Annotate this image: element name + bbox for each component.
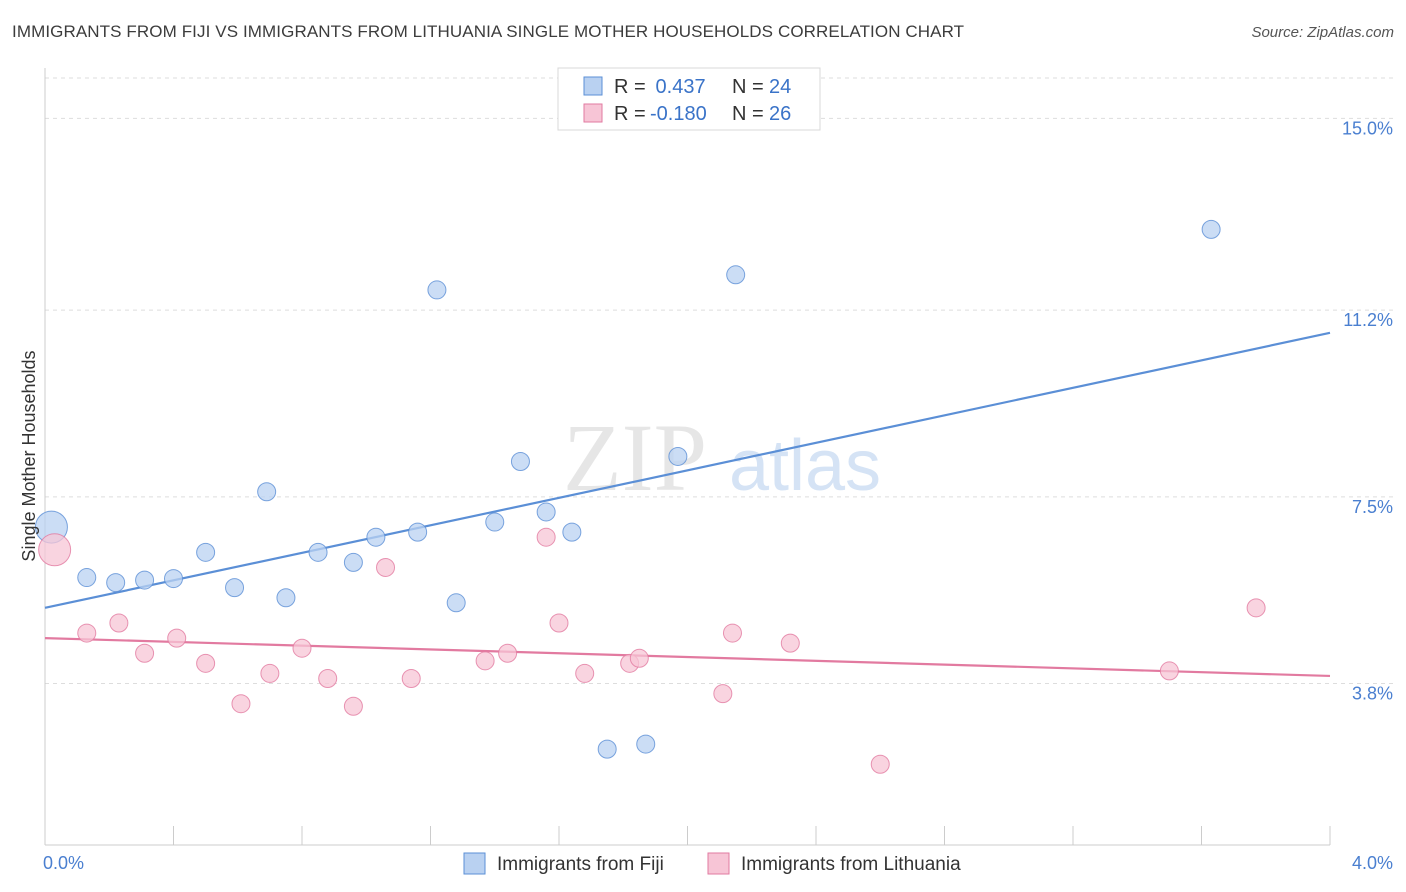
point-1 bbox=[401, 668, 421, 688]
point-1 bbox=[109, 613, 129, 633]
point-1 bbox=[196, 653, 216, 673]
stats-r-value: 0.437 bbox=[650, 76, 706, 98]
axes bbox=[44, 68, 1331, 846]
point-1 bbox=[77, 623, 97, 643]
point-0 bbox=[77, 568, 97, 588]
point-0 bbox=[485, 512, 505, 532]
trend-lines bbox=[44, 331, 1331, 678]
point-1 bbox=[38, 533, 72, 567]
stats-r-label: R = bbox=[614, 103, 646, 125]
y-tick-label: 3.8% bbox=[1352, 684, 1393, 704]
point-0 bbox=[427, 280, 447, 300]
series-legend: Immigrants from Fiji Immigrants from Lith… bbox=[463, 852, 961, 875]
point-0 bbox=[135, 570, 155, 590]
trend-line-1 bbox=[44, 637, 1331, 678]
legend-swatch-1 bbox=[707, 852, 730, 875]
stats-n-value: 26 bbox=[769, 103, 791, 125]
point-1 bbox=[167, 628, 187, 648]
y-tick-label: 15.0% bbox=[1342, 118, 1393, 138]
data-points bbox=[34, 219, 1266, 774]
stats-r-value: -0.180 bbox=[650, 103, 707, 125]
y-tick-label: 7.5% bbox=[1352, 497, 1393, 517]
point-0 bbox=[510, 452, 530, 471]
x-tick-label-end: 4.0% bbox=[1352, 853, 1393, 873]
trend-line-0 bbox=[44, 331, 1331, 609]
point-1 bbox=[260, 663, 280, 683]
point-0 bbox=[636, 734, 656, 754]
x-tick-label-start: 0.0% bbox=[43, 853, 84, 873]
watermark-atlas: atlas bbox=[729, 426, 881, 506]
point-1 bbox=[1246, 598, 1266, 618]
stats-r-label: R = bbox=[614, 76, 646, 98]
source-label: Source: ZipAtlas.com bbox=[1251, 24, 1394, 41]
point-0 bbox=[196, 542, 216, 562]
point-0 bbox=[1201, 219, 1221, 239]
legend-label-0: Immigrants from Fiji bbox=[497, 854, 664, 875]
point-1 bbox=[713, 684, 733, 704]
legend-swatch-0 bbox=[463, 852, 486, 875]
y-axis-label: Single Mother Households bbox=[19, 350, 39, 561]
stats-swatch-0 bbox=[583, 76, 603, 96]
point-1 bbox=[475, 651, 495, 671]
point-0 bbox=[562, 522, 582, 542]
stats-n-value: 24 bbox=[769, 76, 791, 98]
stats-legend: R = 0.437 N = 24 R = -0.180 N = 26 bbox=[557, 67, 821, 131]
stats-swatch-1 bbox=[583, 103, 603, 123]
point-1 bbox=[629, 648, 649, 668]
point-1 bbox=[780, 633, 800, 653]
point-1 bbox=[498, 643, 518, 663]
point-1 bbox=[575, 663, 595, 683]
tick-labels: 3.8% 7.5% 11.2% 15.0% 0.0% 4.0% bbox=[43, 118, 1393, 873]
stats-n-label: N = bbox=[732, 103, 764, 125]
point-1 bbox=[1159, 661, 1179, 681]
legend-label-1: Immigrants from Lithuania bbox=[741, 854, 961, 875]
point-1 bbox=[549, 613, 569, 633]
point-0 bbox=[597, 739, 617, 759]
point-0 bbox=[225, 578, 245, 598]
watermark: ZIP atlas bbox=[563, 404, 881, 511]
point-0 bbox=[446, 593, 466, 613]
point-0 bbox=[257, 482, 277, 502]
point-0 bbox=[536, 502, 556, 522]
point-0 bbox=[343, 552, 363, 572]
point-1 bbox=[231, 694, 251, 714]
chart-title: IMMIGRANTS FROM FIJI VS IMMIGRANTS FROM … bbox=[12, 22, 965, 41]
grid-lines bbox=[45, 77, 1395, 685]
point-0 bbox=[106, 573, 126, 593]
point-0 bbox=[726, 265, 746, 285]
point-1 bbox=[135, 643, 155, 663]
point-1 bbox=[536, 527, 556, 547]
point-1 bbox=[343, 696, 363, 716]
point-0 bbox=[308, 542, 328, 562]
point-1 bbox=[376, 557, 396, 577]
point-1 bbox=[318, 668, 338, 688]
point-0 bbox=[668, 446, 688, 466]
point-0 bbox=[366, 527, 386, 547]
point-0 bbox=[276, 588, 296, 608]
point-1 bbox=[722, 623, 742, 643]
point-1 bbox=[292, 638, 312, 658]
y-tick-label: 11.2% bbox=[1343, 310, 1393, 330]
point-1 bbox=[870, 754, 890, 774]
point-0 bbox=[164, 569, 183, 589]
stats-n-label: N = bbox=[732, 76, 764, 98]
point-0 bbox=[408, 522, 428, 542]
